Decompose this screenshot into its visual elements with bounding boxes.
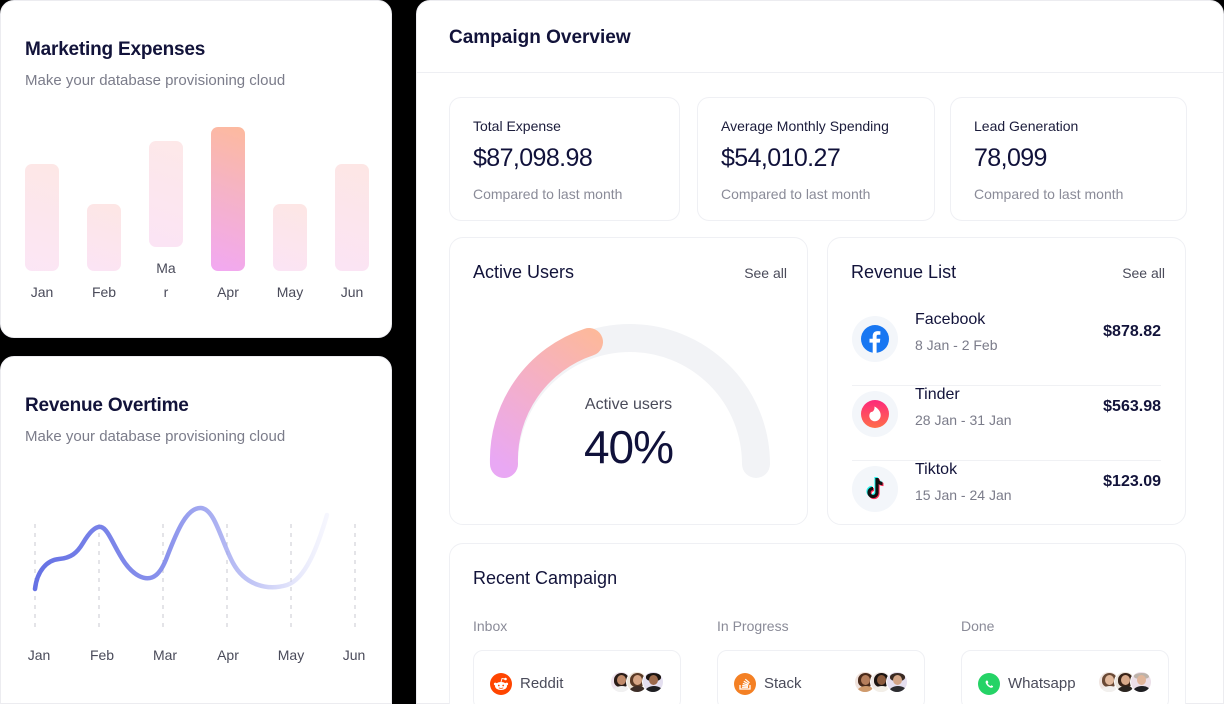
x-label-jun: Jun [342,647,366,663]
active-users-card: Active Users See all Active users 40% [449,237,808,525]
bar-label-jun: Jun [340,284,364,300]
x-label-jan: Jan [27,647,51,663]
tiktok-icon-wrap [852,466,898,512]
revenue-item-name: Facebook [915,311,986,328]
revenue-overtime-subtitle: Make your database provisioning cloud [25,428,286,445]
tinder-icon [861,400,889,428]
page-title: Campaign Overview [449,27,631,48]
revenue-list-item[interactable]: Facebook 8 Jan - 2 Feb $878.82 [852,311,1161,386]
revenue-line-chart [32,505,356,629]
facebook-icon [861,325,889,353]
revenue-item-name: Tiktok [915,461,958,478]
stat-value: $54,010.27 [721,144,841,172]
revenue-overtime-card: Revenue Overtime Make your database prov… [0,356,392,704]
stat-compare: Compared to last month [473,186,623,202]
column-label-done: Done [961,618,995,634]
stat-lead-generation: Lead Generation 78,099 Compared to last … [950,97,1187,221]
stat-label: Average Monthly Spending [721,118,889,134]
revenue-item-date: 8 Jan - 2 Feb [915,337,998,353]
avatar-group [610,671,664,693]
revenue-list-card: Revenue List See all Facebook 8 Jan - 2 … [827,237,1186,525]
reddit-icon [490,673,512,695]
stat-label: Total Expense [473,118,561,134]
revenue-list-title: Revenue List [851,262,957,282]
column-label-in-progress: In Progress [717,618,789,634]
stat-compare: Compared to last month [974,186,1124,202]
campaign-name: Whatsapp [1008,675,1076,692]
campaign-overview-header: Campaign Overview [417,1,1223,73]
marketing-expenses-title: Marketing Expenses [25,39,206,60]
revenue-item-name: Tinder [915,386,960,403]
marketing-expenses-card: Marketing Expenses Make your database pr… [0,0,392,338]
stat-value: $87,098.98 [473,144,593,172]
campaign-overview-panel: Campaign Overview Total Expense $87,098.… [416,0,1224,704]
recent-campaign-card: Recent Campaign Inbox In Progress Done R… [449,543,1186,704]
facebook-icon-wrap [852,316,898,362]
whatsapp-icon [978,673,1000,695]
active-users-see-all-link[interactable]: See all [744,265,787,281]
revenue-item-date: 28 Jan - 31 Jan [915,412,1012,428]
stat-value: 78,099 [974,144,1047,172]
campaign-name: Stack [764,675,802,692]
stackoverflow-icon [734,673,756,695]
avatar [642,671,664,693]
recent-campaign-title: Recent Campaign [473,568,618,588]
bar-jun[interactable] [335,164,369,271]
campaign-card-stack[interactable]: Stack [717,650,925,704]
revenue-overtime-title: Revenue Overtime [25,395,189,416]
column-label-inbox: Inbox [473,618,508,634]
campaign-card-reddit[interactable]: Reddit [473,650,681,704]
tinder-icon-wrap [852,391,898,437]
revenue-item-amount: $878.82 [1103,323,1161,340]
avatar [886,671,908,693]
stat-compare: Compared to last month [721,186,871,202]
tiktok-icon [866,476,884,500]
bar-may[interactable] [273,204,307,271]
x-label-apr: Apr [217,647,239,663]
bar-apr[interactable] [211,127,245,271]
revenue-list-item[interactable]: Tiktok 15 Jan - 24 Jan $123.09 [852,461,1161,536]
bar-jan[interactable] [25,164,59,271]
active-users-value: 40% [583,421,674,473]
x-label-feb: Feb [89,647,115,663]
stat-label: Lead Generation [974,118,1079,134]
revenue-list-item[interactable]: Tinder 28 Jan - 31 Jan $563.98 [852,386,1161,461]
revenue-item-date: 15 Jan - 24 Jan [915,487,1012,503]
bar-label-jan: Jan [30,284,54,300]
stat-average-monthly-spending: Average Monthly Spending $54,010.27 Comp… [697,97,935,221]
revenue-item-amount: $123.09 [1103,473,1161,490]
revenue-item-amount: $563.98 [1103,398,1161,415]
avatar-group [854,671,908,693]
bar-label-may: May [276,284,304,300]
bar-mar[interactable] [149,141,183,247]
bar-label-apr: Apr [217,284,239,300]
bar-label-feb: Feb [91,284,117,300]
stat-total-expense: Total Expense $87,098.98 Compared to las… [449,97,680,221]
active-users-title: Active Users [473,262,575,282]
x-label-mar: Mar [152,647,178,663]
avatar [1130,671,1152,693]
campaign-card-whatsapp[interactable]: Whatsapp [961,650,1169,704]
active-users-gauge [489,324,770,478]
revenue-list-see-all-link[interactable]: See all [1122,265,1165,281]
marketing-expenses-subtitle: Make your database provisioning cloud [25,72,286,89]
campaign-name: Reddit [520,675,564,692]
bar-feb[interactable] [87,204,121,271]
bar-label-mar: Mar [146,256,186,304]
x-label-may: May [277,647,305,663]
bar-label-mar-text: Mar [156,260,176,300]
active-users-caption: Active users [584,396,673,413]
avatar-group [1098,671,1152,693]
